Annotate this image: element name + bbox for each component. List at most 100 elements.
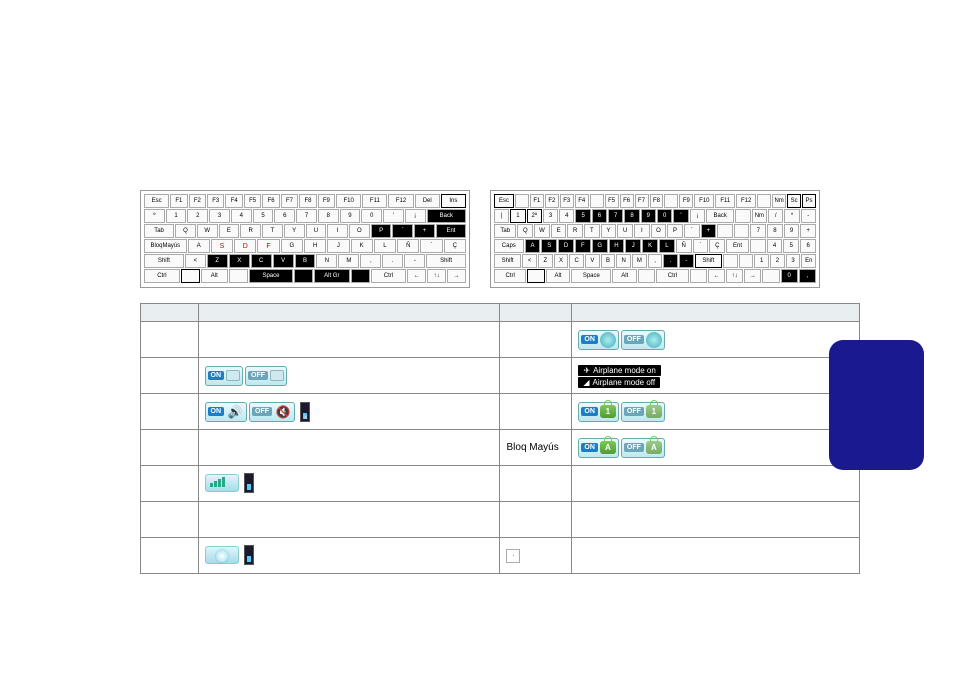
keyboard-row: Shift<ZXCVBNM,.-Shift — [144, 254, 466, 268]
key: 9 — [784, 224, 800, 238]
cell-desc — [198, 322, 500, 358]
keyboard-row: CtrlAltSpaceAltCtrl←↑↓→0, — [494, 269, 816, 283]
key: 8 — [767, 224, 783, 238]
key: 4 — [559, 209, 574, 223]
key: 7 — [608, 209, 623, 223]
key: . — [382, 254, 403, 268]
key: 1 — [166, 209, 187, 223]
key: 0 — [361, 209, 382, 223]
screen-icon — [270, 370, 284, 381]
table-row: ON OFF ON1 OFF1 — [141, 394, 860, 430]
table-row — [141, 502, 860, 538]
cell-indicator: ON OFF — [572, 322, 860, 358]
key — [690, 269, 707, 283]
key: S — [211, 239, 233, 253]
key: O — [349, 224, 370, 238]
key: Ctrl — [494, 269, 526, 283]
on-tag: ON — [208, 371, 225, 380]
key: 1 — [754, 254, 769, 268]
key: Ps — [802, 194, 816, 208]
key — [739, 254, 754, 268]
key: , — [360, 254, 381, 268]
key: + — [414, 224, 435, 238]
key: R — [240, 224, 261, 238]
key: O — [651, 224, 667, 238]
header-1 — [141, 304, 199, 322]
key: - — [679, 254, 694, 268]
key: F — [257, 239, 279, 253]
level-bar-icon — [244, 545, 254, 565]
key: Y — [601, 224, 617, 238]
key: ` — [392, 224, 413, 238]
key: H — [609, 239, 625, 253]
key: ´ — [693, 239, 709, 253]
function-table: ON OFF ON OFF Airplane mode on Airplane … — [140, 303, 860, 574]
key: 9 — [340, 209, 361, 223]
key: Sc — [787, 194, 801, 208]
key: F10 — [694, 194, 714, 208]
key: P — [371, 224, 392, 238]
key — [294, 269, 313, 283]
key: | — [494, 209, 509, 223]
key: T — [584, 224, 600, 238]
key: A — [525, 239, 541, 253]
cell-indicator — [572, 538, 860, 574]
key — [735, 209, 750, 223]
key: P — [667, 224, 683, 238]
brightness-slider-icon — [205, 546, 239, 564]
cell-key2 — [500, 358, 572, 394]
key: ´ — [420, 239, 442, 253]
key: C — [569, 254, 584, 268]
cell-key2 — [500, 394, 572, 430]
key: / — [768, 209, 783, 223]
cell-desc: ON OFF — [198, 394, 500, 430]
key: V — [585, 254, 600, 268]
key: 2ª — [527, 209, 542, 223]
airplane-tooltip: Airplane mode on Airplane mode off — [578, 364, 660, 388]
off-tag: OFF — [624, 407, 644, 416]
key: F8 — [299, 194, 316, 208]
key: K — [351, 239, 373, 253]
key: H — [304, 239, 326, 253]
indicator-table: ON OFF ON OFF Airplane mode on Airplane … — [140, 303, 860, 574]
key: 5 — [253, 209, 274, 223]
key: Y — [284, 224, 305, 238]
key — [762, 269, 779, 283]
speaker-mute-icon — [274, 404, 292, 420]
table-body: ON OFF ON OFF Airplane mode on Airplane … — [141, 322, 860, 574]
key: Ins — [441, 194, 466, 208]
lock-icon: A — [600, 441, 616, 454]
key: < — [185, 254, 206, 268]
key: ¡ — [405, 209, 426, 223]
key: 0 — [657, 209, 672, 223]
key: . — [663, 254, 678, 268]
key: Space — [571, 269, 611, 283]
key: J — [327, 239, 349, 253]
key: 7 — [750, 224, 766, 238]
key: + — [800, 224, 816, 238]
key: Ent — [726, 239, 749, 253]
key: Nm — [752, 209, 767, 223]
key: Esc — [144, 194, 169, 208]
keyboard-row: Shift<ZXCVBNM,.-Shift123En — [494, 254, 816, 268]
key: F2 — [189, 194, 206, 208]
key: 6 — [592, 209, 607, 223]
level-bar-icon — [244, 473, 254, 493]
key: ↑↓ — [726, 269, 743, 283]
key: N — [616, 254, 631, 268]
key: T — [262, 224, 283, 238]
key: Ñ — [676, 239, 692, 253]
header-4 — [572, 304, 860, 322]
key: G — [281, 239, 303, 253]
key — [229, 269, 248, 283]
key: ' — [383, 209, 404, 223]
key: F11 — [362, 194, 387, 208]
key — [717, 224, 733, 238]
key: Ctrl — [656, 269, 688, 283]
key: L — [374, 239, 396, 253]
key: 2 — [187, 209, 208, 223]
key: F6 — [262, 194, 279, 208]
cell-desc: ON OFF — [198, 358, 500, 394]
airplane-on-tip: Airplane mode on — [578, 365, 660, 376]
indicator-on: ONA — [578, 438, 619, 458]
